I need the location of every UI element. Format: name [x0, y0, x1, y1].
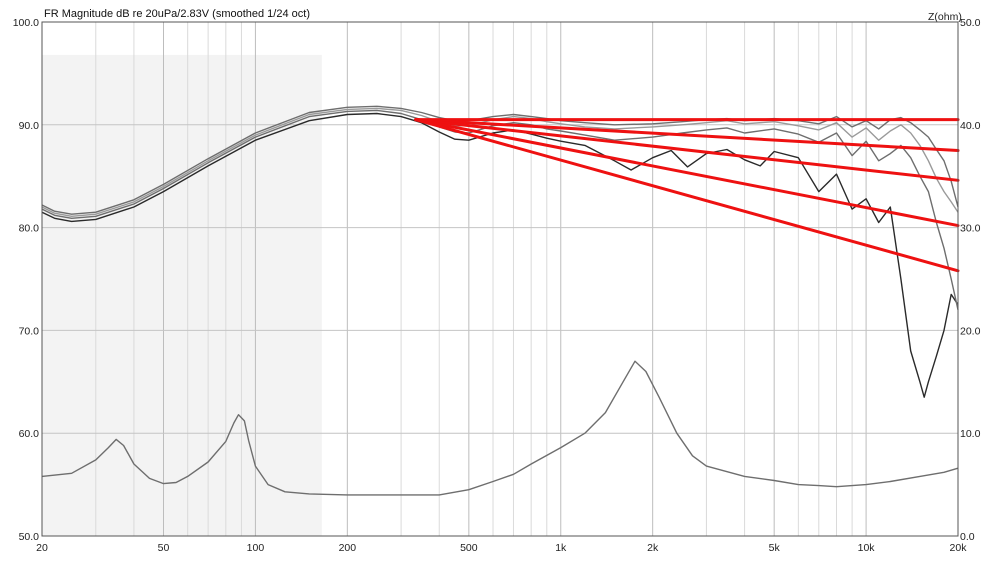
y2-tick-label: 50.0	[960, 17, 981, 29]
y2-tick-label: 0.0	[960, 531, 975, 543]
x-tick-label: 1k	[555, 542, 567, 554]
red-slope-line-3	[414, 118, 960, 182]
y-tick-label: 100.0	[13, 17, 39, 29]
x-tick-label: 500	[460, 542, 478, 554]
impedance-curve	[41, 360, 959, 496]
response-curve-3	[41, 107, 959, 217]
y-tick-label: 80.0	[19, 223, 40, 235]
y2-tick-label: 20.0	[960, 325, 981, 337]
x-tick-label: 5k	[769, 542, 781, 554]
y2-tick-label: 40.0	[960, 120, 981, 132]
y2-tick-label: 30.0	[960, 223, 981, 235]
y2-axis-ticks: 0.0 10.0 20.0 30.0 40.0 50.0	[960, 17, 981, 543]
plot-area	[41, 21, 960, 537]
x-tick-label: 20k	[950, 542, 968, 554]
x-tick-label: 2k	[647, 542, 659, 554]
y-tick-label: 60.0	[19, 428, 40, 440]
x-tick-label: 50	[158, 542, 170, 554]
y2-tick-label: 10.0	[960, 428, 981, 440]
x-tick-label: 20	[36, 542, 48, 554]
chart-title: FR Magnitude dB re 20uPa/2.83V (smoothed…	[44, 8, 310, 20]
red-slope-line-4	[414, 118, 960, 228]
y-tick-label: 70.0	[19, 325, 40, 337]
red-slope-line-2	[414, 118, 960, 152]
response-curve-4	[41, 105, 959, 215]
x-tick-label: 200	[339, 542, 357, 554]
shaded-region	[42, 54, 322, 537]
x-axis-ticks: 20 50 100 200 500 1k 2k 5k 10k 20k	[36, 542, 967, 554]
x-tick-label: 100	[247, 542, 265, 554]
plot-frame	[41, 21, 959, 537]
x-tick-label: 10k	[858, 542, 876, 554]
red-slope-line-5	[414, 118, 960, 273]
y-tick-label: 90.0	[19, 120, 40, 132]
y-tick-label: 50.0	[19, 531, 40, 543]
y-axis-ticks: 50.0 60.0 70.0 80.0 90.0 100.0	[13, 17, 39, 543]
right-axis-label: Z(ohm)	[928, 11, 962, 23]
